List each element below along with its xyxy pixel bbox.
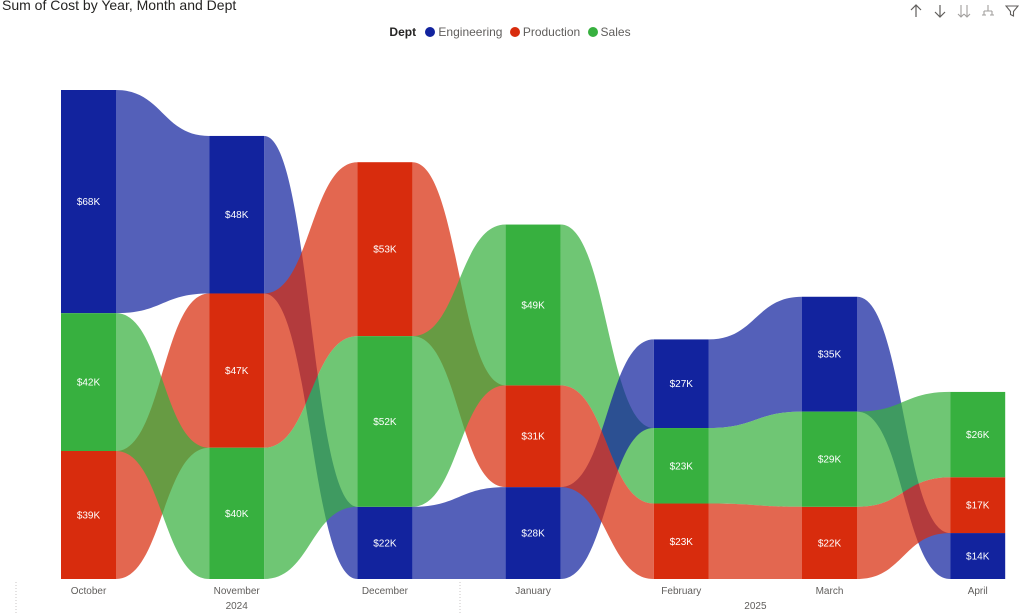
data-label-engineering-february: $27K: [670, 379, 694, 390]
data-label-sales-december: $52K: [373, 417, 397, 428]
bar-production-december: [357, 162, 413, 337]
data-label-production-april: $17K: [966, 501, 990, 512]
ribbons: [116, 90, 951, 580]
bar-engineering-november: [209, 135, 265, 294]
expand-hierarchy-icon: [982, 5, 994, 16]
data-label-sales-november: $40K: [225, 509, 249, 520]
legend-dot-engineering: [425, 27, 436, 37]
ribbon-sales-march-to-april: [857, 391, 951, 507]
drill-down-button[interactable]: [930, 2, 950, 20]
ribbon-production-february-to-march: [708, 503, 802, 579]
data-label-engineering-april: $14K: [966, 552, 990, 563]
x-group-label-2024: 2024: [226, 601, 249, 612]
legend-title: Dept: [389, 25, 417, 39]
data-label-production-march: $22K: [818, 538, 842, 549]
data-label-engineering-november: $48K: [225, 210, 249, 221]
bar-engineering-february: [653, 339, 709, 429]
legend-dot-sales: [587, 27, 598, 37]
data-label-engineering-january: $28K: [521, 529, 545, 540]
bar-sales-october: [61, 313, 116, 452]
bar-sales-november: [209, 447, 265, 579]
bar-sales-february: [653, 428, 709, 504]
legend-label-sales: Sales: [600, 25, 631, 39]
ribbon-production-november-to-december: [264, 162, 358, 448]
x-group-label-2025: 2025: [744, 601, 767, 612]
data-label-engineering-march: $35K: [818, 350, 842, 361]
data-label-engineering-december: $22K: [373, 538, 397, 549]
ribbon-production-january-to-february: [560, 385, 654, 579]
legend-label-production: Production: [522, 25, 581, 39]
ribbon-engineering-february-to-march: [708, 296, 802, 429]
bar-sales-december: [357, 336, 413, 507]
bar-engineering-march: [802, 296, 857, 412]
bar-production-february: [653, 503, 709, 579]
x-tick-label-april: April: [968, 586, 988, 597]
ribbon-sales-december-to-january: [412, 224, 506, 507]
bar-engineering-january: [505, 487, 561, 579]
bar-sales-april: [950, 391, 1006, 478]
bar-production-march: [802, 506, 857, 579]
data-label-sales-october: $42K: [77, 378, 101, 389]
bar-production-january: [505, 385, 561, 488]
bar-production-october: [61, 451, 116, 579]
x-tick-label-february: February: [661, 586, 701, 597]
data-label-production-december: $53K: [373, 245, 397, 256]
bar-engineering-october: [61, 90, 116, 314]
bar-sales-march: [802, 411, 857, 507]
data-label-sales-march: $29K: [818, 455, 842, 466]
arrow-down-icon: [934, 5, 946, 18]
x-tick-label-october: October: [71, 586, 107, 597]
bars: $68K $39K $42K $48K $47K $40K $22K $53K $52K $28K…: [61, 90, 1006, 579]
ribbon-engineering-december-to-january: [412, 487, 506, 579]
x-tick-label-december: December: [362, 586, 409, 597]
legend-dot-production: [509, 27, 520, 37]
legend: Dept Engineering Production Sales: [0, 25, 1024, 39]
double-arrow-down-icon: [957, 5, 971, 18]
ribbon-sales-october-to-november: [116, 313, 210, 579]
legend-item-production[interactable]: Production: [509, 25, 581, 39]
legend-label-engineering: Engineering: [438, 25, 503, 39]
data-label-production-february: $23K: [670, 537, 694, 548]
data-label-production-november: $47K: [225, 366, 249, 377]
data-label-sales-february: $23K: [670, 461, 694, 472]
x-axis: October November December January February Ma…: [15, 582, 988, 614]
bar-engineering-december: [357, 506, 413, 579]
filter-icon: [1005, 5, 1019, 17]
arrow-up-icon: [910, 4, 922, 17]
bar-sales-january: [505, 224, 561, 386]
bar-production-november: [209, 293, 265, 448]
ribbon-sales-november-to-december: [264, 336, 358, 579]
visual-header-toolbar: [906, 2, 1022, 20]
data-label-production-october: $39K: [77, 511, 101, 522]
ribbon-engineering-october-to-november: [116, 90, 210, 314]
data-label-engineering-october: $68K: [77, 197, 101, 208]
data-label-sales-january: $49K: [521, 300, 545, 311]
ribbon-sales-february-to-march: [708, 411, 802, 507]
x-tick-label-january: January: [515, 586, 551, 597]
data-label-production-january: $31K: [521, 432, 545, 443]
bar-engineering-april: [950, 533, 1006, 579]
data-label-sales-april: $26K: [966, 430, 990, 441]
x-tick-label-november: November: [214, 586, 261, 597]
drill-up-button[interactable]: [906, 2, 926, 20]
legend-item-engineering[interactable]: Engineering: [425, 25, 502, 39]
ribbon-production-march-to-april: [857, 477, 951, 579]
legend-item-sales[interactable]: Sales: [587, 25, 631, 39]
filter-button[interactable]: [1002, 2, 1022, 20]
x-tick-label-march: March: [816, 586, 844, 597]
expand-next-level-button[interactable]: [978, 2, 998, 20]
bar-production-april: [950, 477, 1006, 534]
go-to-next-level-button[interactable]: [954, 2, 974, 20]
chart-title: Sum of Cost by Year, Month and Dept: [2, 0, 237, 13]
